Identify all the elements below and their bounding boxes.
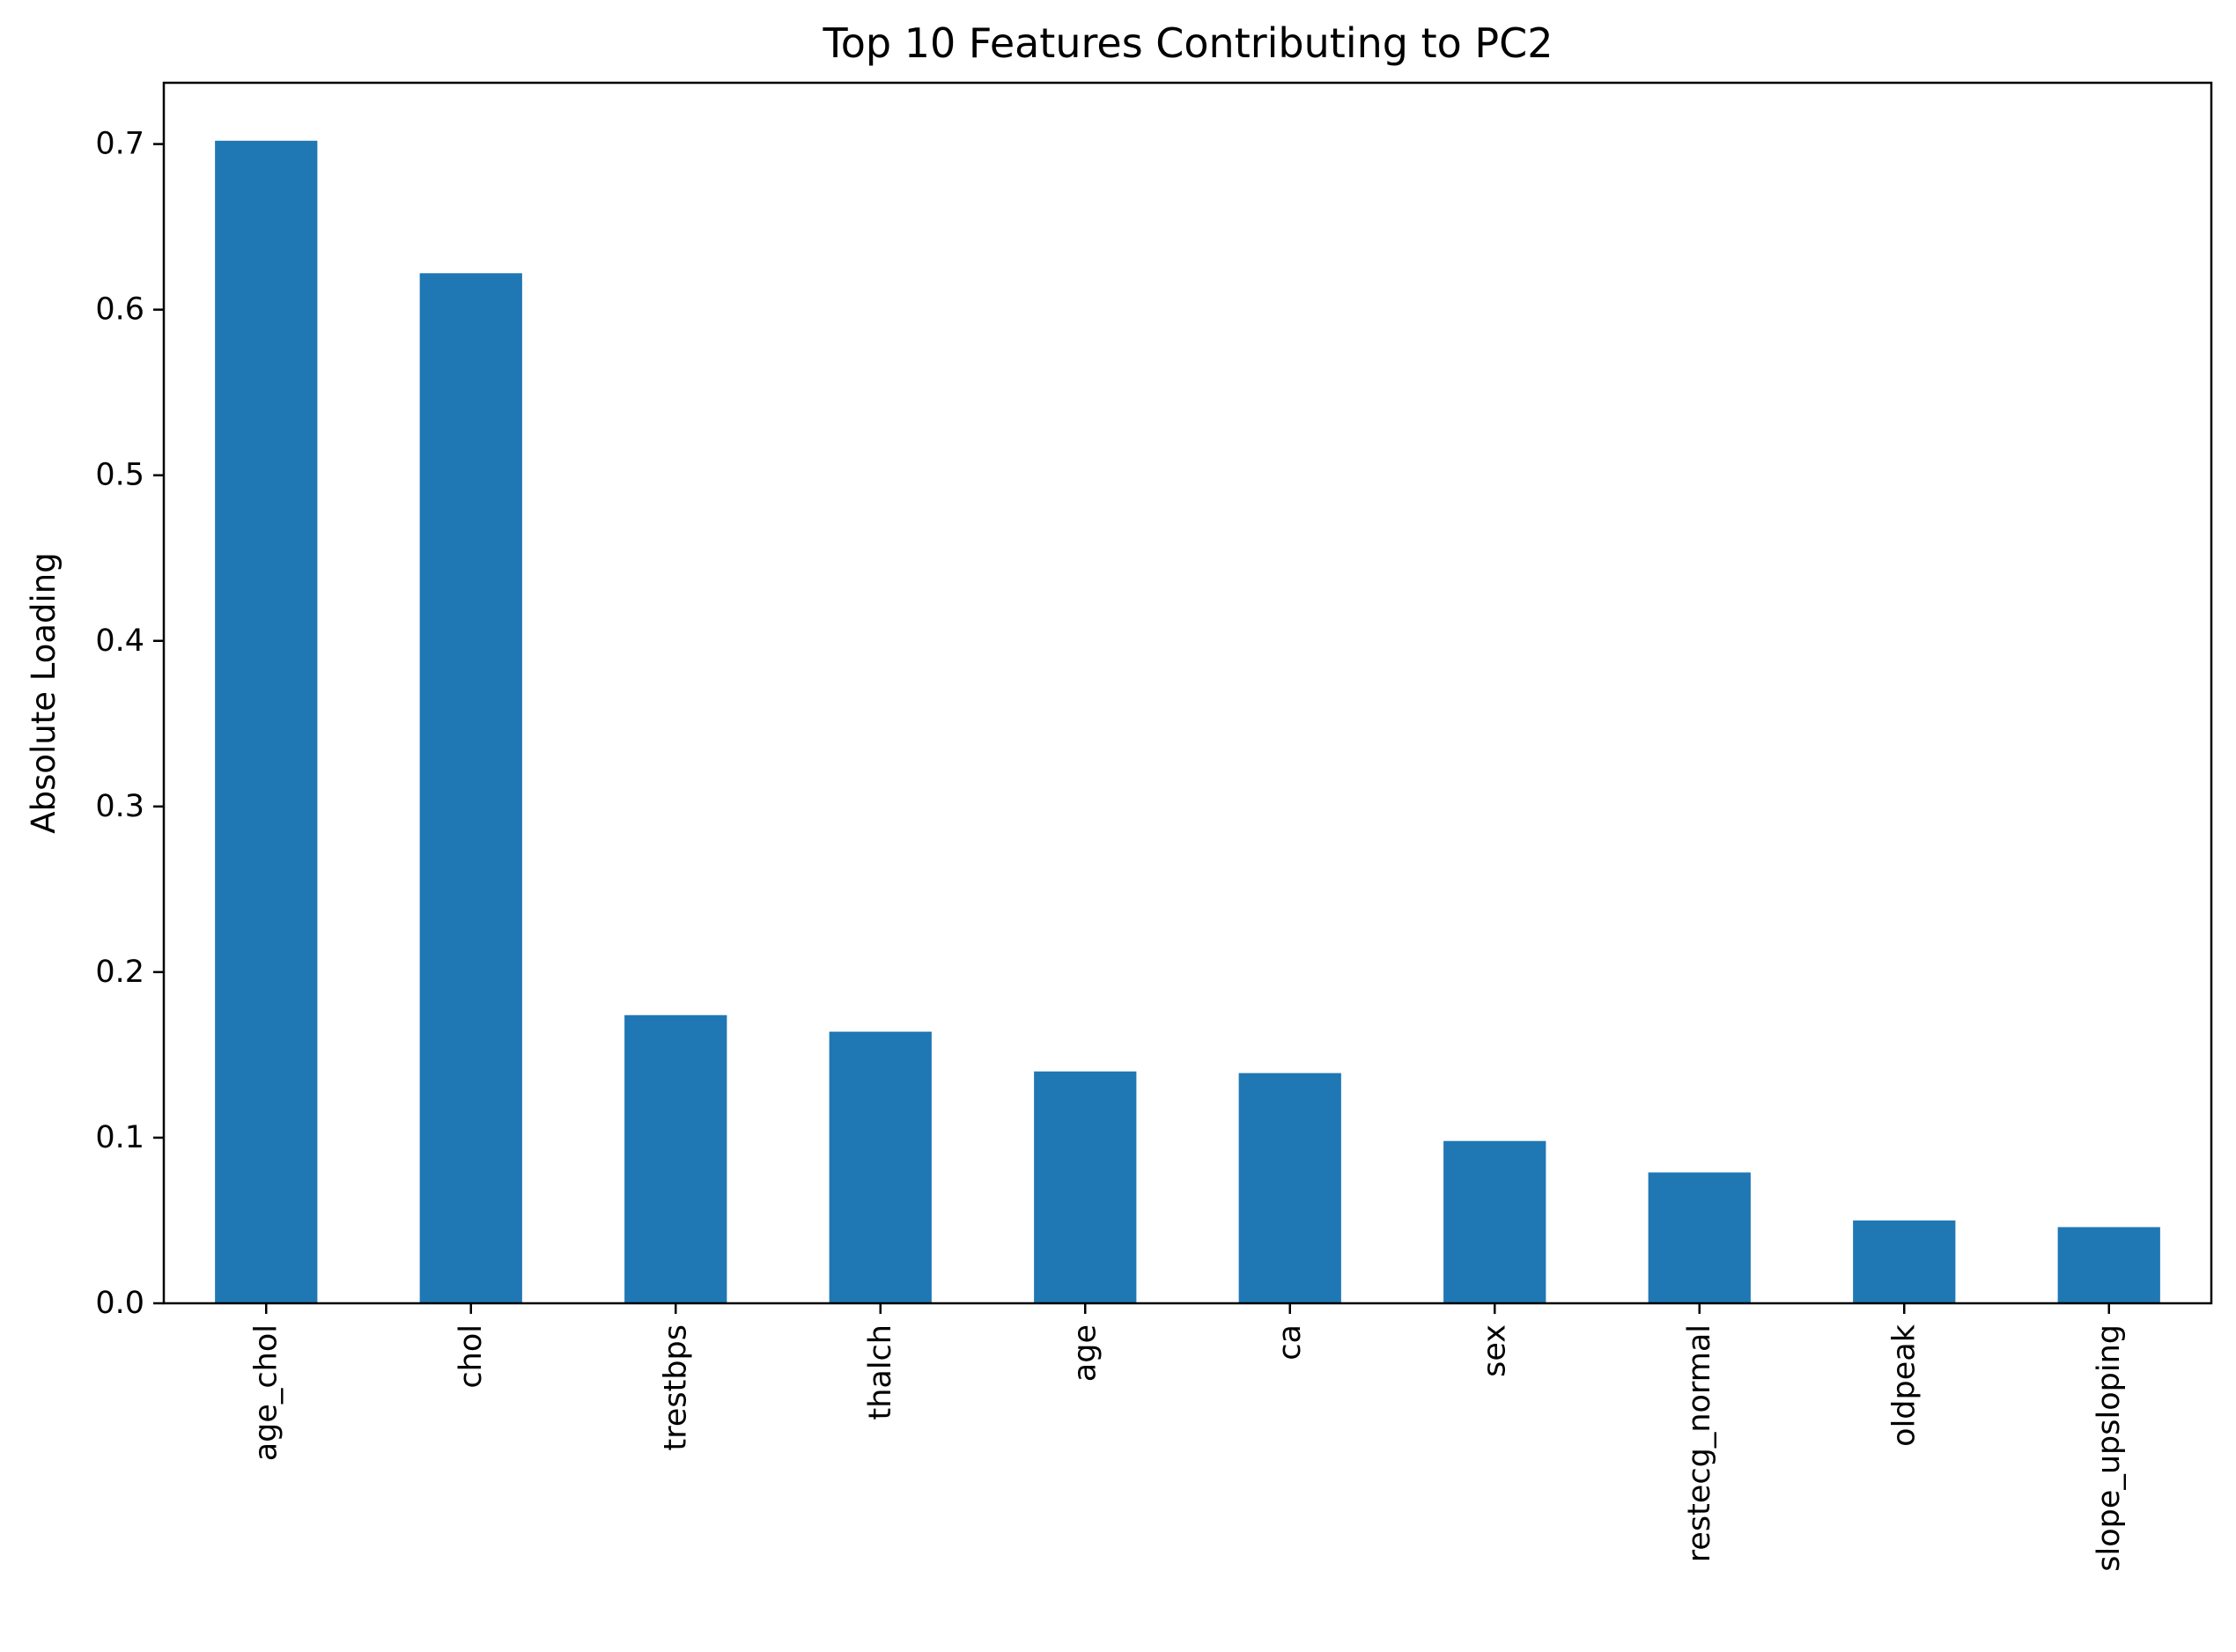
y-tick-label: 0.1 xyxy=(95,1120,144,1155)
bar-sex xyxy=(1443,1140,1546,1303)
y-tick-label: 0.6 xyxy=(95,292,144,328)
x-tick-label: oldpeak xyxy=(1886,1324,1922,1447)
bar-chol xyxy=(419,273,522,1303)
x-tick-label: age xyxy=(1067,1324,1103,1382)
x-axis-ticks: age_chol chol trestbps thalch age ca sex restec… xyxy=(248,1303,2127,1572)
y-axis-ticks: 0.0 0.1 0.2 0.3 0.4 0.5 0.6 0.7 xyxy=(95,127,164,1321)
bars-group xyxy=(215,140,2160,1303)
plot-frame xyxy=(162,81,2213,1305)
y-tick-label: 0.7 xyxy=(95,127,144,162)
y-tick-label: 0.2 xyxy=(95,955,144,990)
chart-title: Top 10 Features Contributing to PC2 xyxy=(822,19,1553,67)
bar-ca xyxy=(1238,1073,1341,1303)
y-tick-label: 0.3 xyxy=(95,789,144,824)
y-tick-label: 0.5 xyxy=(95,458,144,493)
x-tick-label: chol xyxy=(454,1324,489,1389)
x-tick-label: trestbps xyxy=(658,1324,693,1451)
y-tick-label: 0.4 xyxy=(95,623,144,659)
x-tick-label: ca xyxy=(1273,1324,1308,1361)
bar-trestbps xyxy=(624,1014,727,1303)
bar-slope_upsloping xyxy=(2057,1227,2160,1303)
bar-age_chol xyxy=(215,140,318,1303)
x-tick-label: sex xyxy=(1477,1324,1512,1377)
bar-restecg_normal xyxy=(1648,1172,1751,1303)
y-tick-label: 0.0 xyxy=(95,1286,144,1321)
x-tick-label: slope_upsloping xyxy=(2092,1324,2127,1572)
x-tick-label: restecg_normal xyxy=(1682,1324,1717,1562)
y-axis-label: Absolute Loading xyxy=(25,552,63,833)
bar-oldpeak xyxy=(1853,1220,1956,1303)
bar-thalch xyxy=(829,1031,932,1303)
bar-age xyxy=(1034,1071,1137,1303)
x-tick-label: thalch xyxy=(863,1324,898,1420)
x-tick-label: age_chol xyxy=(248,1324,284,1461)
